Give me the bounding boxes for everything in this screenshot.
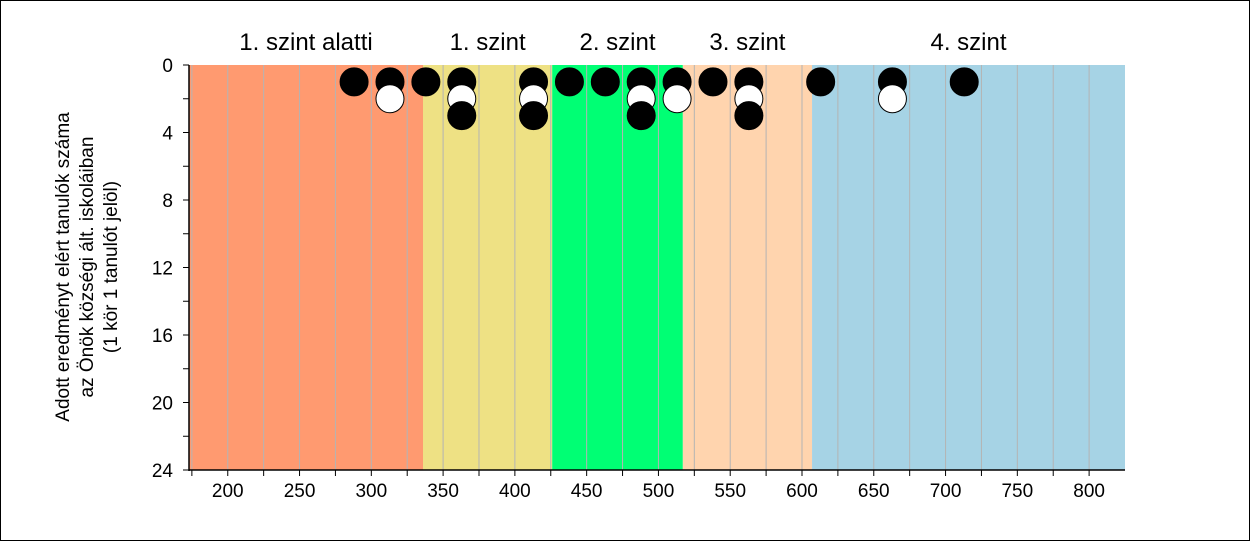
x-tick-label: 700 — [930, 481, 962, 502]
data-point-white — [662, 84, 692, 114]
band-1 — [189, 65, 423, 470]
y-axis-label: Adott eredményt elért tanulók száma az Ö… — [53, 112, 122, 422]
band-label-3: 2. szint — [580, 29, 656, 56]
y-tick-label: 20 — [152, 394, 173, 415]
x-tick-label: 350 — [427, 481, 459, 502]
data-point-black — [590, 67, 620, 97]
data-point-black — [411, 67, 441, 97]
y-tick-label: 8 — [162, 191, 173, 212]
y-tick-label: 0 — [162, 56, 173, 77]
band-label-4: 3. szint — [709, 29, 785, 56]
level-bands — [189, 65, 1125, 470]
x-tick-labels: 200 250 300 350 400 450 500 550 600 650 700 750 800 — [212, 481, 1105, 502]
data-point-black — [339, 67, 369, 97]
data-point-black — [949, 67, 979, 97]
x-tick-label: 400 — [499, 481, 531, 502]
data-point-white — [877, 84, 907, 114]
x-tick-label: 800 — [1073, 481, 1105, 502]
x-tick-label: 650 — [858, 481, 890, 502]
band-label-1: 1. szint alatti — [239, 29, 372, 56]
y-tick-label: 12 — [152, 259, 173, 280]
grid-lines — [191, 65, 1090, 470]
x-tick-label: 750 — [1001, 481, 1033, 502]
x-tick-label: 200 — [212, 481, 244, 502]
data-point-black — [554, 67, 584, 97]
level-labels: 1. szint alatti 1. szint 2. szint 3. szint 4… — [239, 29, 1007, 56]
y-tick-label: 4 — [162, 124, 173, 145]
x-tick-label: 600 — [786, 481, 818, 502]
axes — [183, 64, 1125, 476]
data-point-black — [626, 101, 656, 131]
data-point-black — [698, 67, 728, 97]
data-point-white — [375, 84, 405, 114]
data-point-black — [806, 67, 836, 97]
y-tick-label: 16 — [152, 326, 173, 347]
x-tick-label: 450 — [571, 481, 603, 502]
x-tick-label: 250 — [284, 481, 316, 502]
band-label-2: 1. szint — [450, 29, 526, 56]
band-label-5: 4. szint — [931, 29, 1007, 56]
data-point-black — [519, 101, 549, 131]
band-4 — [682, 65, 813, 470]
x-tick-label: 500 — [643, 481, 675, 502]
data-points — [339, 67, 979, 131]
y-axis-label-line-2: az Önök községi ált. iskoláiban — [77, 137, 98, 398]
band-3 — [552, 65, 683, 470]
band-5 — [812, 65, 1125, 470]
x-tick-label: 550 — [714, 481, 746, 502]
y-axis-label-line-1: Adott eredményt elért tanulók száma — [53, 112, 74, 422]
y-axis-label-line-3: (1 kör 1 tanulót jelöl) — [101, 181, 122, 353]
band-2 — [423, 65, 553, 470]
y-tick-labels: 0 4 8 12 16 20 24 — [152, 56, 174, 482]
x-tick-label: 300 — [355, 481, 387, 502]
data-point-black — [447, 101, 477, 131]
y-tick-label: 24 — [152, 461, 174, 482]
data-point-black — [734, 101, 764, 131]
